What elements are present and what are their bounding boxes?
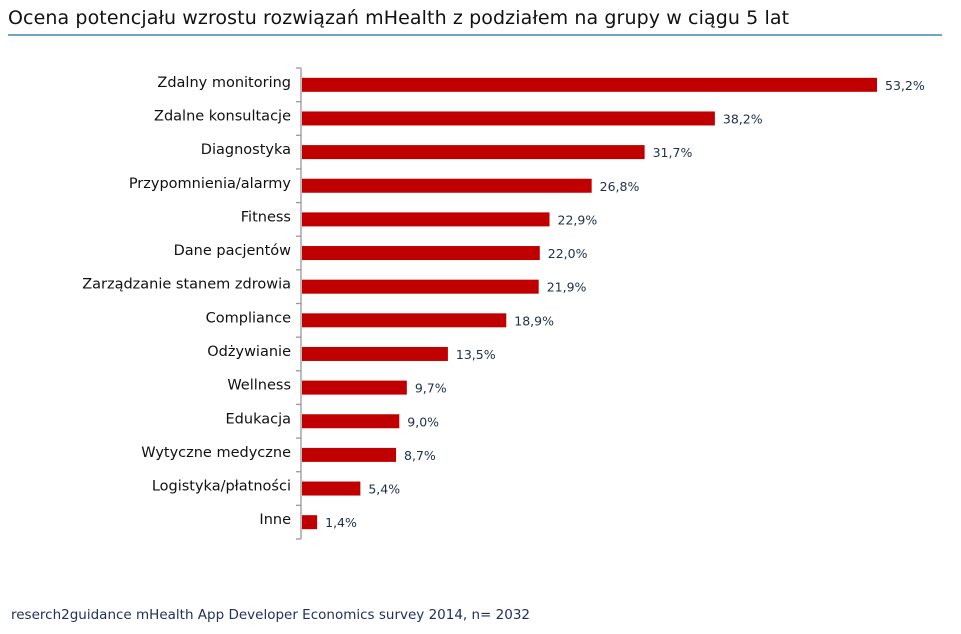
bar (302, 313, 507, 328)
category-label: Inne (259, 512, 291, 528)
value-label: 38,2% (723, 111, 763, 126)
value-label: 1,4% (325, 515, 357, 530)
bar (302, 212, 550, 227)
value-label: 22,0% (548, 246, 588, 261)
category-label: Zdalny monitoring (157, 75, 291, 91)
value-label: 22,9% (558, 212, 598, 227)
value-label: 8,7% (404, 448, 436, 463)
category-label: Logistyka/płatności (152, 479, 291, 495)
category-label: Wytyczne medyczne (141, 445, 291, 461)
bar (302, 145, 645, 160)
title-divider (8, 34, 942, 36)
bar (302, 77, 877, 92)
bar (302, 481, 361, 496)
category-label: Fitness (241, 209, 291, 225)
category-label: Odżywianie (207, 344, 291, 360)
chart-title: Ocena potencjału wzrostu rozwiązań mHeal… (8, 7, 790, 29)
bar (302, 380, 407, 395)
bar (302, 515, 318, 530)
value-label: 5,4% (368, 482, 400, 497)
bar (302, 447, 397, 462)
category-label: Dane pacjentów (174, 243, 292, 259)
category-label: Przypomnienia/alarmy (129, 176, 292, 192)
category-label: Diagnostyka (201, 142, 291, 158)
value-label: 13,5% (456, 347, 496, 362)
bar (302, 414, 400, 429)
category-label: Zdalne konsultacje (154, 108, 291, 124)
bar (302, 246, 540, 261)
value-label: 18,9% (514, 313, 554, 328)
value-label: 9,7% (415, 381, 447, 396)
value-label: 53,2% (885, 78, 925, 93)
category-label: Edukacja (226, 411, 291, 427)
category-label: Compliance (206, 310, 291, 326)
bar (302, 279, 539, 294)
bars: Zdalny monitoring 53,2% Zdalne konsultacje… (82, 75, 925, 530)
bar (302, 111, 715, 126)
category-label: Zarządzanie stanem zdrowia (82, 277, 291, 293)
value-label: 26,8% (600, 179, 640, 194)
source-note: reserch2guidance mHealth App Developer E… (11, 607, 531, 623)
value-label: 21,9% (547, 280, 587, 295)
value-label: 31,7% (653, 145, 693, 160)
value-label: 9,0% (407, 414, 439, 429)
category-label: Wellness (227, 378, 291, 394)
y-axis (296, 67, 302, 540)
bar (302, 346, 448, 361)
bar (302, 178, 592, 193)
